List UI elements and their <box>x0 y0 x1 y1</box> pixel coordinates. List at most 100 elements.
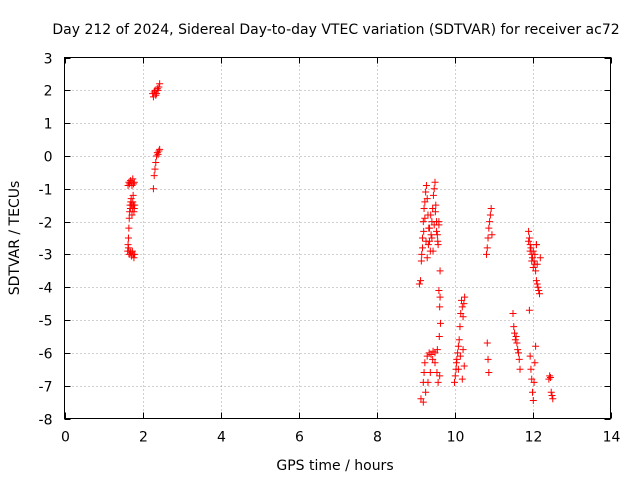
data-point <box>458 375 466 383</box>
data-point <box>131 201 139 209</box>
data-point <box>129 175 137 183</box>
data-point <box>417 257 425 265</box>
data-point <box>417 277 425 285</box>
data-point <box>487 204 495 212</box>
data-point <box>421 214 429 222</box>
data-point <box>535 287 543 295</box>
data-point <box>152 159 160 167</box>
data-point <box>155 147 163 155</box>
data-point <box>549 395 557 403</box>
x-tick-label: 10 <box>447 430 465 446</box>
data-point <box>548 392 556 400</box>
data-point <box>512 332 520 340</box>
data-point <box>484 355 492 363</box>
x-tick-label: 0 <box>61 430 70 446</box>
y-tick-label: -2 <box>39 216 53 232</box>
data-point <box>422 388 430 396</box>
y-axis-label: SDTVAR / TECUs <box>7 181 23 296</box>
data-point <box>428 234 436 242</box>
data-point <box>435 332 443 340</box>
data-point <box>154 150 162 158</box>
data-point <box>436 267 444 275</box>
y-tick-label: -1 <box>39 183 53 199</box>
data-point <box>431 178 439 186</box>
data-point <box>420 227 428 235</box>
data-point <box>534 283 542 291</box>
data-point <box>525 234 533 242</box>
data-point <box>451 378 458 386</box>
data-point <box>525 227 533 235</box>
data-point <box>130 180 138 188</box>
data-point <box>529 264 537 272</box>
data-point <box>427 211 435 219</box>
data-point <box>434 237 442 245</box>
data-point <box>532 342 540 350</box>
y-tick-label: 1 <box>44 117 53 133</box>
x-tick-label: 6 <box>295 430 304 446</box>
data-point <box>529 388 536 396</box>
x-tick-label: 2 <box>139 430 148 446</box>
data-point <box>526 352 534 360</box>
data-point <box>431 359 439 367</box>
data-point <box>426 369 434 377</box>
data-point <box>130 254 138 262</box>
data-point <box>546 373 554 381</box>
y-tick-label: -3 <box>39 248 53 264</box>
data-point <box>511 336 519 344</box>
data-point <box>423 254 431 262</box>
data-point <box>484 234 492 242</box>
data-point <box>525 306 533 314</box>
x-tick-label: 14 <box>603 430 621 446</box>
grid-lines <box>64 57 611 419</box>
data-point <box>515 355 523 363</box>
data-point <box>130 178 138 186</box>
data-point <box>510 323 518 331</box>
data-point <box>486 211 494 219</box>
data-point <box>153 90 161 98</box>
data-point <box>423 195 431 203</box>
x-tick-label: 4 <box>217 430 226 446</box>
data-point <box>525 237 533 245</box>
data-point <box>419 234 427 242</box>
data-point <box>155 83 163 91</box>
data-point <box>433 231 441 239</box>
data-point <box>531 250 539 258</box>
y-tick-label: -5 <box>39 314 53 330</box>
data-point <box>528 257 536 265</box>
data-point <box>125 224 133 232</box>
data-point <box>454 365 462 373</box>
data-point <box>486 218 494 226</box>
plot-frame <box>64 57 611 419</box>
data-point <box>435 287 443 295</box>
data-point <box>436 303 444 311</box>
data-point <box>509 309 517 317</box>
y-tick-label: -7 <box>39 380 53 396</box>
data-point <box>488 231 496 239</box>
data-point <box>419 218 427 226</box>
data-point <box>454 342 462 350</box>
data-point <box>153 152 161 160</box>
data-point <box>436 293 444 301</box>
data-point <box>124 234 132 242</box>
data-point <box>418 250 426 258</box>
data-point <box>153 85 161 93</box>
data-point <box>433 346 441 354</box>
y-tick-label: 3 <box>44 52 53 68</box>
data-point <box>452 359 460 367</box>
data-point <box>429 347 437 355</box>
data-point <box>460 362 468 370</box>
data-point <box>415 280 423 288</box>
data-point <box>124 244 132 252</box>
data-point <box>513 339 521 347</box>
data-point <box>431 208 439 216</box>
data-point <box>430 221 438 229</box>
data-point <box>458 303 466 311</box>
chart-title: Day 212 of 2024, Sidereal Day-to-day VTE… <box>52 22 619 38</box>
data-point <box>459 313 467 321</box>
data-point <box>456 352 464 360</box>
data-point <box>150 172 158 180</box>
data-point <box>156 80 164 88</box>
data-point <box>456 323 464 331</box>
